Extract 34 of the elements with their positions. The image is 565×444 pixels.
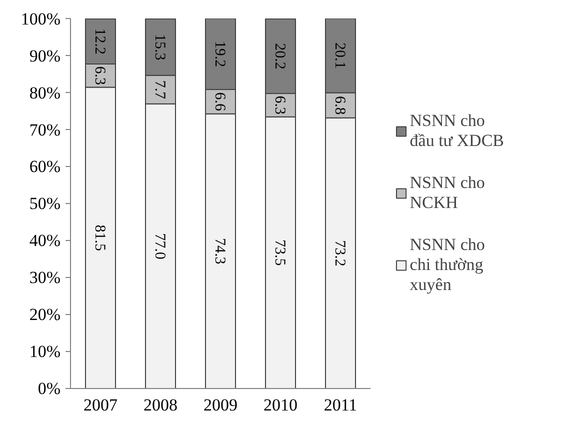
data-label: 15.3: [152, 34, 168, 60]
data-label: 81.5: [92, 224, 108, 251]
data-label: 20.2: [272, 43, 288, 70]
data-label: 73.5: [272, 240, 288, 266]
x-tick-label: 2007: [84, 396, 118, 414]
x-tick-label: 2011: [324, 396, 358, 414]
y-tick-label: 10%: [29, 342, 61, 362]
x-tick-label: 2010: [264, 396, 298, 414]
legend-label: NSNN cho chi thường xuyên: [410, 235, 485, 295]
y-tick-label: 70%: [29, 120, 61, 140]
y-tick-label: 30%: [29, 268, 61, 288]
y-tick-label: 20%: [29, 305, 61, 324]
data-label: 77.0: [152, 233, 168, 260]
y-tick-label: 0%: [38, 379, 61, 398]
data-label: 73.2: [332, 240, 348, 266]
data-label: 12.2: [92, 28, 108, 55]
data-label: 6.3: [272, 96, 288, 115]
y-tick-label: 50%: [29, 194, 61, 214]
legend-label: NSNN cho NCKH: [410, 173, 485, 213]
y-tick-label: 60%: [29, 157, 61, 176]
y-tick-label: 100%: [20, 9, 61, 28]
data-label: 20.1: [332, 42, 348, 69]
data-label: 6.3: [92, 66, 108, 85]
y-tick-label: 80%: [29, 83, 61, 102]
data-label: 19.2: [212, 40, 228, 68]
data-label: 6.6: [212, 92, 228, 112]
x-tick-label: 2008: [144, 396, 178, 414]
data-label: 7.7: [152, 80, 168, 100]
legend-label: NSNN cho đầu tư XDCB: [410, 111, 504, 151]
data-label: 6.8: [332, 96, 348, 115]
data-label: 74.3: [212, 238, 228, 264]
y-tick-label: 40%: [29, 231, 61, 250]
y-tick-label: 90%: [29, 46, 61, 66]
x-tick-label: 2009: [204, 396, 238, 414]
